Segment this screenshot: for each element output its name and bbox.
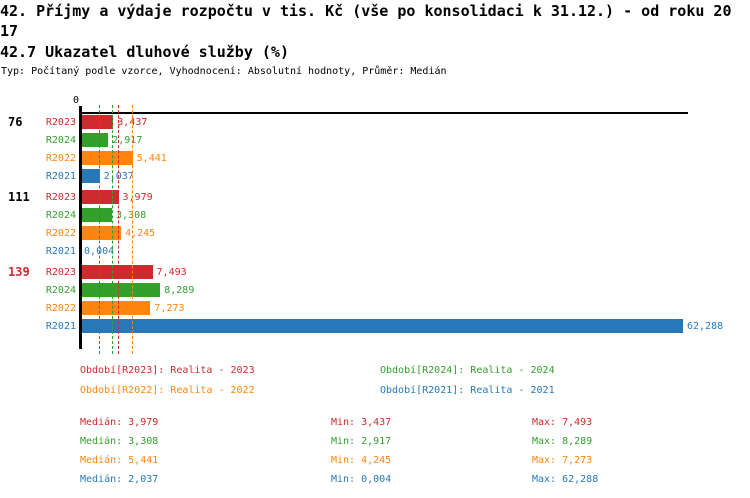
median-line-r2024	[111, 105, 113, 354]
stat-max: Max: 8,289	[532, 436, 593, 447]
bar-value-label: 7,273	[154, 302, 185, 314]
value-bar	[80, 301, 151, 315]
bar-row: R2023 3,979	[0, 190, 750, 204]
series-label: R2024	[45, 284, 76, 296]
stat-median: Medián: 3,979	[80, 417, 159, 428]
axis-zero-label: 0	[73, 95, 80, 106]
series-label: R2021	[45, 320, 76, 332]
value-bar	[80, 283, 161, 297]
bar-chart: 76 R2023 3,437 R2024 2,917 R2022 5,441 R…	[0, 115, 750, 340]
stat-median: Medián: 5,441	[80, 455, 159, 466]
bar-row: R2021 0,004	[0, 244, 750, 258]
stat-max: Max: 7,273	[532, 455, 593, 466]
group-count-label: 76	[8, 115, 23, 129]
bar-value-label: 62,288	[687, 320, 724, 332]
stat-max: Max: 7,493	[532, 417, 593, 428]
series-label: R2023	[45, 116, 76, 128]
median-line-r2022	[132, 105, 134, 354]
series-label: R2024	[45, 209, 76, 221]
value-bar	[80, 115, 114, 129]
bar-group-76: 76 R2023 3,437 R2024 2,917 R2022 5,441 R…	[0, 115, 750, 183]
bar-value-label: 5,441	[136, 152, 167, 164]
value-bar	[80, 265, 153, 279]
value-bar	[80, 133, 109, 147]
x-axis-line	[79, 112, 688, 114]
value-bar	[80, 319, 683, 333]
bar-group-111: 111 R2023 3,979 R2024 3,308 R2022 4,245 …	[0, 190, 750, 258]
bar-row: R2023 7,493	[0, 265, 750, 279]
series-label: R2022	[45, 227, 76, 239]
group-count-label: 111	[8, 190, 30, 204]
legend-item-r2024: Období[R2024]: Realita - 2024	[380, 365, 555, 376]
series-label: R2021	[45, 245, 76, 257]
page-subtitle: 42.7 Ukazatel dluhové služby (%)	[0, 43, 289, 61]
bar-value-label: 3,308	[116, 209, 147, 221]
stat-median: Medián: 2,037	[80, 474, 159, 485]
bar-value-label: 8,289	[164, 284, 195, 296]
bar-row: R2022 5,441	[0, 151, 750, 165]
bar-value-label: 0,004	[84, 245, 115, 257]
bar-row: R2024 2,917	[0, 133, 750, 147]
bar-row: R2023 3,437	[0, 115, 750, 129]
value-bar	[80, 169, 100, 183]
bar-value-label: 4,245	[125, 227, 156, 239]
chart-meta: Typ: Počítaný podle vzorce, Vyhodnocení:…	[1, 66, 447, 77]
stat-min: Min: 3,437	[331, 417, 392, 428]
bar-row: R2021 2,037	[0, 169, 750, 183]
series-label: R2024	[45, 134, 76, 146]
stat-median: Medián: 3,308	[80, 436, 159, 447]
y-axis-line	[79, 106, 82, 349]
stats-table: Medián: 3,979 Min: 3,437 Max: 7,493 Medi…	[80, 413, 598, 489]
stat-min: Min: 0,004	[331, 474, 392, 485]
series-label: R2022	[45, 302, 76, 314]
group-count-label: 139	[8, 265, 30, 279]
series-label: R2023	[45, 191, 76, 203]
bar-row: R2024 3,308	[0, 208, 750, 222]
legend-item-r2021: Období[R2021]: Realita - 2021	[380, 385, 555, 396]
bar-row: R2022 4,245	[0, 226, 750, 240]
value-bar	[80, 151, 133, 165]
stat-min: Min: 2,917	[331, 436, 392, 447]
value-bar	[80, 226, 122, 240]
series-label: R2023	[45, 266, 76, 278]
bar-row: R2022 7,273	[0, 301, 750, 315]
bar-value-label: 3,979	[122, 191, 153, 203]
median-line-r2023	[118, 105, 119, 354]
median-line-r2021	[99, 105, 101, 354]
bar-value-label: 2,917	[112, 134, 143, 146]
bar-row: R2024 8,289	[0, 283, 750, 297]
series-label: R2022	[45, 152, 76, 164]
stat-min: Min: 4,245	[331, 455, 392, 466]
page-title: 42. Příjmy a výdaje rozpočtu v tis. Kč (…	[0, 2, 732, 40]
legend-item-r2022: Období[R2022]: Realita - 2022	[80, 385, 255, 396]
bar-value-label: 7,493	[156, 266, 187, 278]
series-label: R2021	[45, 170, 76, 182]
bar-group-139: 139 R2023 7,493 R2024 8,289 R2022 7,273 …	[0, 265, 750, 333]
bar-row: R2021 62,288	[0, 319, 750, 333]
value-bar	[80, 208, 113, 222]
stat-max: Max: 62,288	[532, 474, 599, 485]
legend-item-r2023: Období[R2023]: Realita - 2023	[80, 365, 255, 376]
